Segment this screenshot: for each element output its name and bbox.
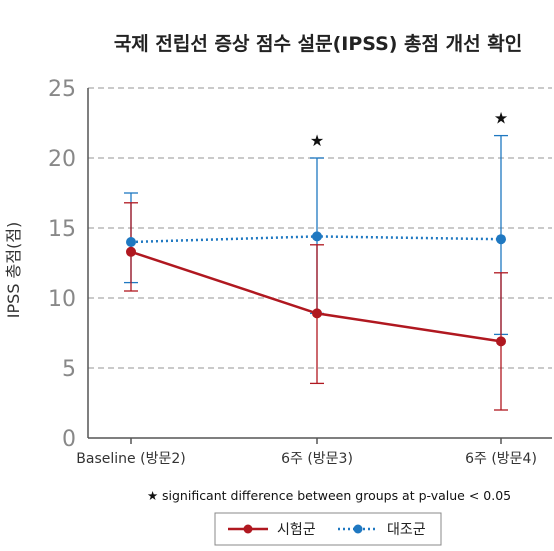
chart-title: 국제 전립선 증상 점수 설문(IPSS) 총점 개선 확인 <box>114 32 522 55</box>
data-point <box>496 336 506 347</box>
legend-label: 대조군 <box>387 522 426 538</box>
data-point <box>312 308 322 319</box>
x-tick-labels: Baseline (방문2) 6주 (방문3) 6주 (방문4) <box>76 451 537 467</box>
series-line <box>130 250 502 343</box>
legend-swatch-marker <box>353 524 363 534</box>
x-tick-label: 6주 (방문3) <box>281 451 353 467</box>
significance-star: ★ <box>310 131 324 150</box>
y-tick-label: 5 <box>62 357 76 382</box>
significance-note-text: significant difference between groups at… <box>162 488 511 503</box>
note-star-icon: ★ <box>147 488 158 503</box>
series-lines <box>130 235 502 343</box>
y-tick-label: 20 <box>48 147 76 172</box>
significance-marks: ★★ <box>310 109 508 150</box>
y-tick-label: 25 <box>48 77 76 102</box>
y-tick-label: 15 <box>48 217 76 242</box>
y-tick-label: 10 <box>48 287 76 312</box>
x-tick-label: Baseline (방문2) <box>76 451 185 467</box>
x-tick-label: 6주 (방문4) <box>465 451 537 467</box>
axes <box>87 88 552 444</box>
error-bars <box>124 134 508 411</box>
legend: 시험군 대조군 <box>214 512 442 546</box>
y-axis-label: IPSS 총점(점) <box>4 222 23 318</box>
significance-star: ★ <box>494 109 508 128</box>
data-point <box>312 231 322 242</box>
data-point <box>126 237 136 247</box>
data-points <box>126 231 506 347</box>
data-point <box>126 246 136 257</box>
data-point <box>496 234 506 245</box>
y-tick-label: 0 <box>62 427 76 452</box>
legend-swatch-marker <box>243 524 253 534</box>
y-tick-labels: 0 5 10 15 20 25 <box>48 77 76 452</box>
legend-label: 시험군 <box>277 522 316 538</box>
significance-note: ★ significant difference between groups … <box>147 488 511 503</box>
grid <box>88 87 552 369</box>
